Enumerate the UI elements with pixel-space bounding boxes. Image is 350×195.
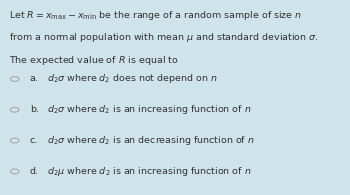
Text: d.: d. — [30, 167, 39, 176]
Text: Let $R = x_{\mathrm{max}} - x_{\mathrm{min}}$ be the range of a random sample of: Let $R = x_{\mathrm{max}} - x_{\mathrm{m… — [9, 9, 302, 22]
Text: $d_2\sigma$ where $d_2$ does not depend on $\mathit{n}$: $d_2\sigma$ where $d_2$ does not depend … — [47, 73, 218, 85]
Text: $d_2\sigma$ where $d_2$ is an decreasing function of $\mathit{n}$: $d_2\sigma$ where $d_2$ is an decreasing… — [47, 134, 255, 147]
Text: c.: c. — [30, 136, 38, 145]
Text: The expected value of $R$ is equal to: The expected value of $R$ is equal to — [9, 54, 178, 67]
Text: b.: b. — [30, 105, 39, 114]
Text: from a normal population with mean $\mu$ and standard deviation $\sigma$.: from a normal population with mean $\mu$… — [9, 31, 318, 44]
Text: $d_2\mu$ where $d_2$ is an increasing function of $\mathit{n}$: $d_2\mu$ where $d_2$ is an increasing fu… — [47, 165, 252, 178]
Text: a.: a. — [30, 74, 38, 83]
Text: $d_2\sigma$ where $d_2$ is an increasing function of $\mathit{n}$: $d_2\sigma$ where $d_2$ is an increasing… — [47, 103, 252, 116]
